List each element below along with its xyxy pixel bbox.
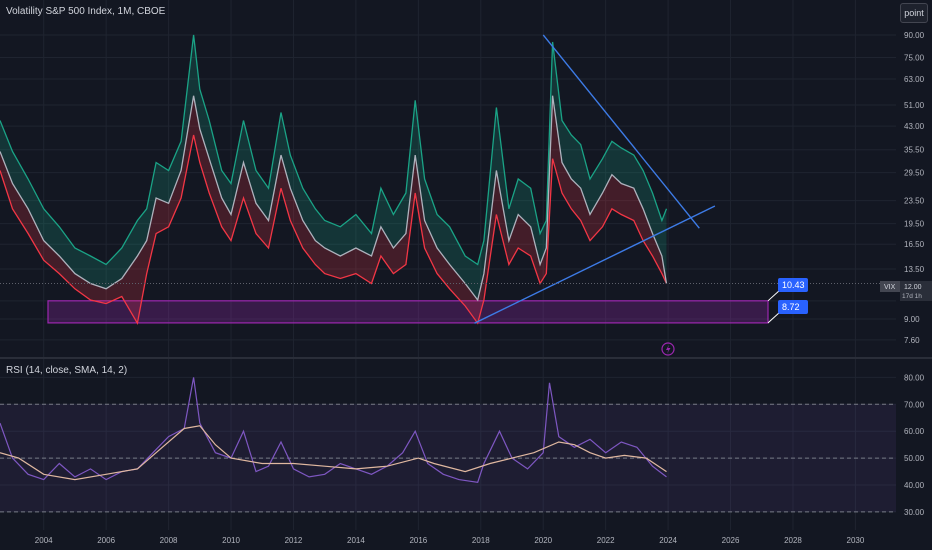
year-tick-label: 2018: [472, 536, 490, 545]
price-tag-countdown: 17d 1h: [902, 293, 922, 300]
support-zone[interactable]: [47, 300, 769, 324]
rsi-pane: [0, 377, 896, 513]
time-axis[interactable]: 2004 2006 2008 2010 2012 2014 2016 2018 2020 2022…: [35, 536, 865, 545]
rsi-sma-line: [0, 425, 667, 481]
price-series: [0, 34, 668, 326]
year-tick-label: 2004: [35, 536, 53, 545]
lightning-icon[interactable]: [661, 342, 675, 356]
trendline: [474, 205, 716, 324]
mode-point-button[interactable]: point: [900, 3, 928, 23]
price-tick-label: 75.00: [904, 53, 925, 62]
trendline: [542, 34, 700, 229]
price-tick-label: 13.50: [904, 265, 925, 274]
rsi-tick-label: 30.00: [904, 508, 925, 517]
price-tick-label: 51.00: [904, 101, 925, 110]
price-tick-label: 19.50: [904, 220, 925, 229]
callout-upper: 10.43: [767, 278, 808, 302]
rsi-axis[interactable]: 30.00 40.00 50.00 60.00 70.00 80.00: [904, 373, 925, 517]
price-tick-label: 90.00: [904, 31, 925, 40]
year-tick-label: 2016: [409, 536, 427, 545]
price-tick-label: 43.00: [904, 122, 925, 131]
price-tag: VIX 12.00 17d 1h: [880, 281, 932, 301]
year-tick-label: 2030: [847, 536, 865, 545]
chart-title: Volatility S&P 500 Index, 1M, CBOE: [6, 6, 166, 17]
price-tick-label: 29.50: [904, 169, 925, 178]
price-tag-symbol: VIX: [884, 284, 896, 291]
callout-lower-label: 8.72: [782, 302, 800, 312]
rsi-tick-label: 60.00: [904, 427, 925, 436]
upper-band-fill: [0, 35, 667, 300]
price-tick-label: 63.00: [904, 75, 925, 84]
rsi-tick-label: 70.00: [904, 400, 925, 409]
year-tick-label: 2028: [784, 536, 802, 545]
year-tick-label: 2022: [597, 536, 615, 545]
year-tick-label: 2010: [222, 536, 240, 545]
year-tick-label: 2026: [722, 536, 740, 545]
price-tag-value: 12.00: [904, 284, 922, 291]
rsi-line: [0, 377, 667, 483]
callout-lower: 8.72: [767, 300, 808, 324]
year-tick-label: 2024: [659, 536, 677, 545]
series-high-line: [0, 34, 668, 266]
trendlines[interactable]: [474, 34, 716, 324]
series-low-line: [0, 134, 668, 326]
rsi-tick-label: 40.00: [904, 481, 925, 490]
year-tick-label: 2008: [160, 536, 178, 545]
series-close-line: [0, 95, 668, 302]
rsi-tick-label: 50.00: [904, 454, 925, 463]
price-tick-label: 35.50: [904, 146, 925, 155]
year-tick-label: 2014: [347, 536, 365, 545]
price-tick-label: 23.50: [904, 197, 925, 206]
rsi-tick-label: 80.00: [904, 373, 925, 382]
price-tick-label: 16.50: [904, 240, 925, 249]
year-tick-label: 2012: [285, 536, 303, 545]
price-axis[interactable]: 7.60 9.00 13.50 16.50 19.50 23.50 29.50 35.50 43…: [904, 31, 925, 345]
price-tick-label: 9.00: [904, 315, 920, 324]
year-tick-label: 2020: [534, 536, 552, 545]
rsi-title: RSI (14, close, SMA, 14, 2): [6, 365, 128, 376]
price-tick-label: 7.60: [904, 336, 920, 345]
year-tick-label: 2006: [97, 536, 115, 545]
callout-upper-label: 10.43: [782, 280, 805, 290]
